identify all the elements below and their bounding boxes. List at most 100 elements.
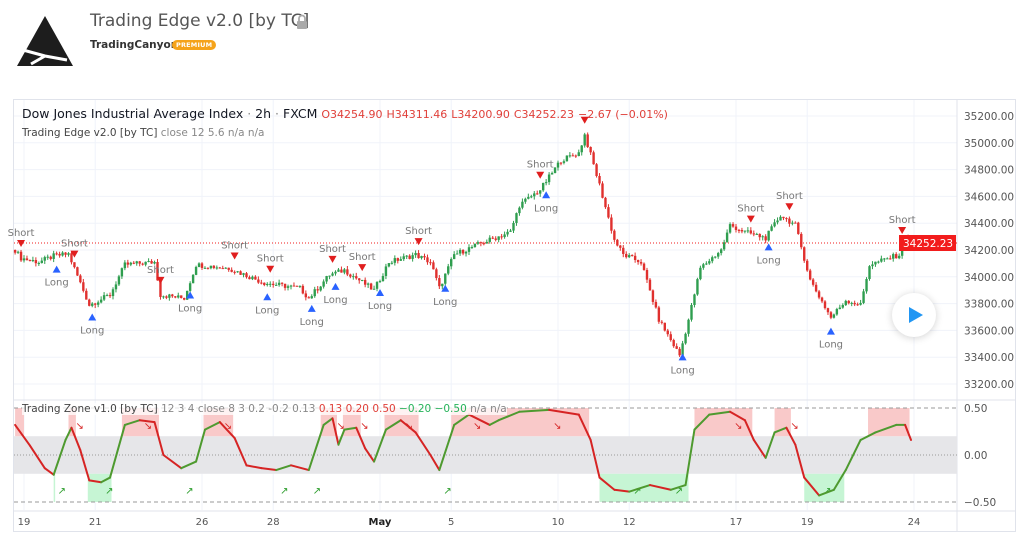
candle (788, 218, 791, 224)
candle (811, 279, 815, 285)
candle (521, 201, 524, 208)
oscillator-line-segment (245, 464, 263, 470)
candle (153, 261, 156, 264)
candle (832, 314, 836, 318)
oscillator-line-segment (233, 437, 248, 467)
candle (99, 299, 103, 303)
oscillator-line-segment (874, 423, 898, 434)
candle (823, 301, 827, 309)
candle (381, 275, 385, 282)
sell-arrow-icon: ↘ (360, 421, 368, 432)
time-tick-label: 17 (730, 517, 743, 528)
candle (464, 251, 468, 254)
candle (22, 258, 26, 261)
long-signal-icon (542, 191, 551, 199)
candle (539, 190, 542, 194)
candle (215, 267, 219, 269)
candle (675, 346, 678, 349)
oscillator-line-segment (752, 438, 767, 459)
candle (865, 279, 868, 292)
candle (358, 278, 361, 281)
candle (663, 322, 666, 331)
candle (242, 273, 245, 275)
candle (138, 261, 141, 264)
osc-value: −0.50 (434, 403, 467, 415)
candle (61, 252, 64, 256)
candle (218, 267, 221, 269)
last-price-label: 34252.23 (903, 238, 953, 250)
long-signal-icon (678, 353, 687, 361)
candle (144, 261, 147, 265)
candle (595, 164, 598, 177)
candle (171, 294, 174, 297)
candle (817, 291, 821, 298)
candle (387, 263, 391, 267)
play-button[interactable] (892, 293, 936, 337)
long-signal-icon (186, 291, 195, 299)
symbol-name[interactable]: Dow Jones Industrial Average Index (22, 106, 244, 121)
candle (574, 155, 577, 157)
candle (666, 330, 669, 335)
candle (307, 297, 310, 299)
candle (533, 193, 536, 197)
author-link[interactable]: TradingCanyon (90, 39, 179, 51)
oscillator-line-segment (322, 417, 334, 426)
price-tick-label: 34200.00 (964, 245, 1014, 257)
candle (630, 255, 634, 257)
indicator-legend[interactable]: Trading Edge v2.0 [by TC] close 12 5.6 n… (22, 127, 264, 139)
candle (645, 269, 649, 280)
candle (188, 283, 192, 291)
candle (46, 256, 49, 258)
oscillator-line-segment (577, 413, 592, 441)
candle (209, 265, 213, 269)
long-signal-label: Long (534, 203, 558, 214)
candle (512, 222, 515, 231)
oscillator-line-segment (743, 419, 755, 441)
candle (447, 266, 450, 274)
buy-arrow-icon: ↗ (58, 486, 66, 497)
candle (892, 254, 895, 259)
long-signal-label: Long (670, 365, 694, 376)
candle (731, 224, 735, 227)
candle (289, 285, 293, 287)
trading-canyon-logo (17, 16, 73, 66)
interval[interactable]: 2h (255, 106, 272, 121)
candle (28, 260, 32, 262)
candle (559, 162, 563, 164)
indicator-params: close 12 5.6 n/a n/a (160, 127, 265, 139)
candle (794, 222, 797, 224)
candle (108, 295, 112, 297)
candle (604, 197, 607, 208)
candle (114, 284, 118, 290)
candle (286, 286, 290, 288)
candle (550, 173, 554, 175)
long-signal-label: Long (757, 255, 781, 266)
candle (432, 262, 435, 270)
candle (236, 271, 239, 273)
oscillator-legend[interactable]: Trading Zone v1.0 [by TC] 12 3 4 close 8… (22, 403, 507, 415)
candle (580, 145, 583, 153)
oscillator-line-segment (203, 421, 221, 431)
sell-arrow-icon: ↘ (224, 421, 232, 432)
candle (485, 241, 488, 244)
oscillator-line-segment (438, 423, 456, 472)
candle (826, 308, 830, 313)
sell-arrow-icon: ↘ (473, 421, 481, 432)
short-signal-label: Short (776, 191, 803, 202)
oscillator-line-segment (648, 484, 672, 491)
candle (159, 280, 162, 297)
candle (301, 285, 305, 294)
osc-value: 0.13 (318, 403, 343, 415)
candle (589, 146, 592, 153)
candle (583, 134, 586, 146)
ohlc-high: H34311.46 (386, 108, 448, 121)
oscillator-line-segment (488, 419, 500, 426)
candle (758, 233, 761, 238)
oscillator-line-segment (180, 460, 198, 470)
candle (500, 236, 503, 238)
candle (785, 218, 788, 220)
candle (740, 230, 744, 232)
symbol-legend: Dow Jones Industrial Average Index · 2h … (22, 106, 668, 121)
oscillator-line-segment (275, 464, 292, 472)
